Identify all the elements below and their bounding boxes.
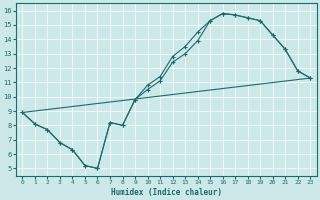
X-axis label: Humidex (Indice chaleur): Humidex (Indice chaleur) — [111, 188, 222, 197]
